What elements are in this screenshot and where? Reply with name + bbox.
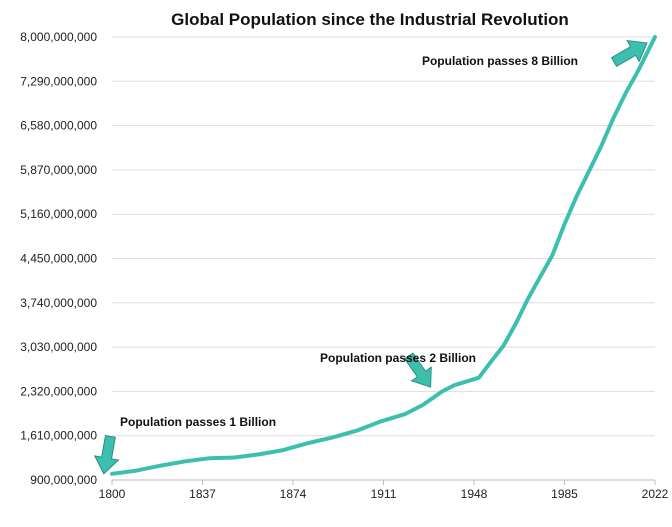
y-tick-label: 6,580,000,000 xyxy=(20,119,97,133)
annotation-arrow xyxy=(404,352,432,388)
y-tick-label: 2,320,000,000 xyxy=(20,384,97,398)
y-tick-label: 3,030,000,000 xyxy=(20,340,97,354)
annotation-label: Population passes 8 Billion xyxy=(422,54,578,68)
x-axis-ticks: 1800 1837 1874 1911 1948 1985 2022 xyxy=(99,480,669,501)
series-group xyxy=(110,35,657,476)
y-axis-ticks: 900,000,000 1,610,000,000 2,320,000,000 3,0… xyxy=(20,30,97,487)
x-tick-label: 1800 xyxy=(99,487,126,501)
y-tick-label: 5,160,000,000 xyxy=(20,207,97,221)
gridlines xyxy=(112,36,655,481)
annotation-label: Population passes 2 Billion xyxy=(320,351,476,365)
y-tick-label: 900,000,000 xyxy=(30,473,97,487)
y-tick-label: 1,610,000,000 xyxy=(20,429,97,443)
y-tick-label: 7,290,000,000 xyxy=(20,74,97,88)
annotation-arrow xyxy=(610,39,648,68)
chart-title: Global Population since the Industrial R… xyxy=(171,10,569,29)
series-line xyxy=(110,35,657,476)
x-tick-label: 1985 xyxy=(551,487,578,501)
annotation-label: Population passes 1 Billion xyxy=(120,415,276,429)
annotation-arrow xyxy=(93,434,120,475)
y-tick-label: 3,740,000,000 xyxy=(20,296,97,310)
x-tick-label: 1837 xyxy=(189,487,216,501)
x-tick-label: 1874 xyxy=(280,487,307,501)
x-tick-label: 1948 xyxy=(461,487,488,501)
y-tick-label: 8,000,000,000 xyxy=(20,30,97,44)
y-tick-label: 4,450,000,000 xyxy=(20,252,97,266)
annotations: Population passes 1 Billion Population pa… xyxy=(93,39,648,475)
x-tick-label: 1911 xyxy=(371,487,397,501)
x-tick-label: 2022 xyxy=(642,487,669,501)
y-tick-label: 5,870,000,000 xyxy=(20,163,97,177)
